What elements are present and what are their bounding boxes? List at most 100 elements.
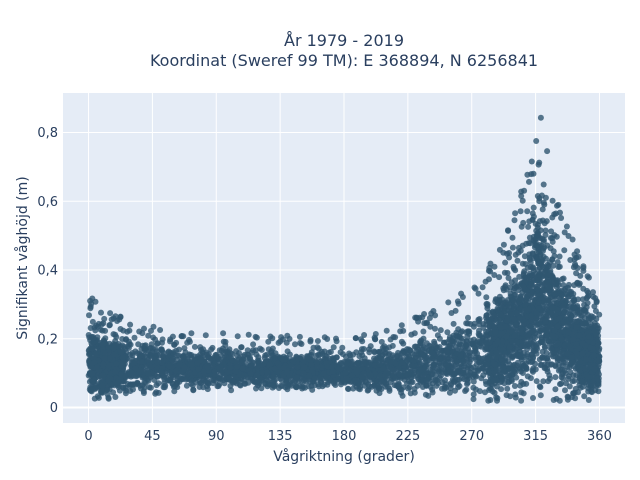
data-point	[229, 357, 236, 364]
data-point	[533, 283, 540, 290]
data-point	[522, 301, 529, 308]
data-point	[258, 346, 265, 353]
data-point	[241, 359, 248, 366]
data-point	[196, 384, 203, 390]
data-point	[593, 315, 600, 322]
data-point	[158, 359, 165, 366]
data-point	[530, 395, 536, 401]
data-point	[509, 244, 516, 251]
data-point	[511, 348, 518, 355]
data-point	[380, 365, 387, 372]
data-point	[421, 320, 428, 327]
data-point	[542, 344, 549, 351]
data-point	[532, 239, 539, 246]
data-point	[390, 367, 397, 374]
chart-title-line2: Koordinat (Sweref 99 TM): E 368894, N 62…	[150, 51, 538, 70]
data-point	[583, 356, 590, 363]
data-point	[540, 378, 547, 385]
data-point	[533, 310, 540, 317]
data-point	[219, 358, 226, 365]
data-point	[448, 310, 455, 316]
data-point	[538, 259, 545, 265]
data-point	[346, 367, 353, 374]
data-point	[538, 313, 545, 320]
data-point	[154, 340, 161, 347]
data-point	[364, 387, 371, 394]
data-point	[483, 294, 490, 301]
data-point	[95, 394, 102, 401]
data-point	[333, 338, 340, 345]
data-point	[399, 359, 406, 366]
data-point	[189, 382, 196, 389]
data-point	[580, 267, 587, 274]
data-point	[472, 285, 479, 292]
data-point	[359, 365, 366, 372]
data-point	[307, 338, 314, 345]
data-point	[594, 375, 601, 382]
data-point	[277, 382, 284, 389]
data-point	[552, 280, 559, 286]
data-point	[122, 390, 129, 397]
data-point	[221, 380, 228, 387]
data-point	[456, 341, 463, 348]
data-point	[519, 197, 526, 204]
data-point	[87, 325, 94, 331]
data-point	[434, 332, 441, 339]
data-point	[551, 253, 558, 259]
data-point	[290, 358, 297, 365]
data-point	[188, 330, 195, 337]
data-point	[178, 375, 185, 382]
data-point	[574, 265, 581, 271]
data-point	[300, 370, 307, 377]
data-point	[540, 199, 547, 206]
data-point	[127, 321, 134, 328]
data-point	[543, 332, 550, 339]
data-point	[204, 386, 211, 393]
data-point	[521, 268, 528, 275]
data-point	[498, 378, 505, 385]
data-point	[112, 313, 119, 320]
data-point	[470, 378, 477, 385]
data-point	[461, 363, 468, 370]
data-point	[549, 197, 556, 204]
data-point	[550, 397, 557, 403]
data-point	[467, 369, 474, 376]
data-point	[517, 247, 524, 254]
data-point	[465, 362, 472, 369]
data-point	[427, 323, 434, 330]
data-point	[569, 359, 576, 366]
data-point	[215, 355, 222, 362]
data-point	[533, 378, 540, 385]
data-point	[525, 223, 532, 230]
data-point	[593, 298, 600, 305]
data-point	[141, 343, 148, 349]
data-point	[217, 376, 224, 382]
data-point	[309, 386, 316, 393]
data-point	[315, 381, 322, 388]
data-point	[441, 339, 447, 346]
data-point	[574, 350, 580, 357]
data-point	[498, 386, 505, 393]
data-point	[526, 218, 533, 225]
data-point	[378, 338, 385, 345]
data-point	[423, 382, 430, 389]
data-point	[584, 373, 591, 380]
data-point	[409, 379, 416, 386]
data-point	[581, 393, 588, 400]
data-point	[545, 378, 552, 385]
data-point	[395, 381, 402, 388]
data-point	[576, 359, 583, 365]
data-point	[563, 380, 569, 387]
data-point	[511, 383, 518, 389]
data-point	[580, 263, 587, 270]
data-point	[482, 344, 489, 351]
data-point	[512, 210, 519, 217]
data-point	[245, 331, 252, 338]
data-point	[352, 335, 359, 342]
data-point	[278, 377, 285, 384]
data-point	[508, 367, 514, 373]
data-point	[227, 382, 234, 389]
data-point	[278, 334, 285, 341]
data-point	[463, 352, 470, 359]
data-point	[115, 379, 122, 386]
